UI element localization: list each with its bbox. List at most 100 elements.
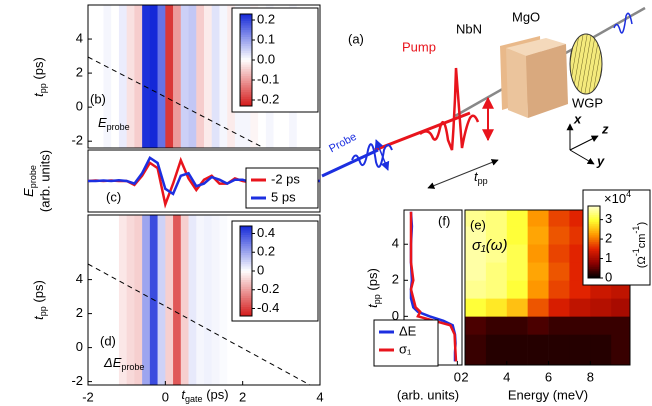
heatmap-cell [506, 226, 528, 245]
panel-label: (d) [100, 333, 116, 348]
annotation: σ₁(ω) [472, 237, 507, 254]
heatmap-stripe [111, 215, 120, 385]
colorbar-label-part: (Ω [636, 256, 648, 268]
colorbar-swatch [240, 30, 252, 33]
z-axis-arrow [569, 135, 599, 151]
x-tick-label: 4 [503, 369, 510, 384]
y-axis-label-part: t [365, 303, 380, 308]
colorbar-swatch [240, 64, 252, 68]
heatmap-cell [548, 280, 570, 299]
annotation-part: probe [107, 122, 130, 132]
colorbar-swatch [240, 273, 252, 276]
colorbar-swatch [240, 20, 252, 24]
colorbar-swatch [240, 50, 252, 54]
colorbar-swatch [240, 43, 252, 47]
heatmap-cell [506, 334, 528, 366]
colorbar-swatch [240, 78, 252, 82]
mgo-label: MgO [512, 9, 540, 24]
heatmap-cell [611, 316, 631, 335]
colorbar-swatch [240, 286, 252, 290]
heatmap-cell [465, 334, 487, 366]
colorbar-swatch [240, 32, 252, 36]
delay-guide [87, 56, 265, 149]
colorbar-tick-label: 0.2 [257, 11, 275, 26]
y-axis-label-part: t [31, 315, 46, 320]
heatmap-stripe [142, 5, 151, 148]
panel-label: (a) [348, 31, 364, 46]
colorbar-swatch [240, 257, 252, 261]
annotation: Eprobe [98, 115, 130, 132]
colorbar-swatch [240, 66, 252, 70]
panel-label: (f) [438, 213, 450, 228]
heatmap-stripe [204, 215, 213, 385]
colorbar-tick-label: 0 [257, 262, 264, 277]
colorbar-swatch [588, 247, 600, 250]
heatmap-cell [611, 298, 631, 317]
colorbar-swatch [240, 55, 252, 59]
colorbar-tick-label: 0.1 [257, 31, 275, 46]
heatmap-stripe [118, 215, 127, 385]
heatmap-cell [527, 298, 549, 317]
heatmap-cell [506, 262, 528, 281]
x-tick-label: 2 [239, 389, 246, 404]
heatmap-stripe [227, 215, 236, 385]
colorbar-swatch [240, 23, 252, 26]
heatmap-stripe [134, 5, 143, 148]
colorbar-swatch [240, 282, 252, 285]
heatmap-stripe [211, 215, 220, 385]
panel-label: (e) [470, 217, 486, 232]
heatmap-cell [485, 210, 508, 227]
annotation-part: E [98, 115, 107, 130]
colorbar-swatch [240, 94, 252, 98]
colorbar-swatch [240, 99, 252, 102]
colorbar-swatch [240, 264, 252, 267]
heatmap-cell [527, 280, 549, 299]
colorbar-swatch [240, 248, 252, 252]
colorbar-swatch [240, 101, 252, 105]
heatmap-cell [527, 334, 549, 366]
heatmap-cell [506, 280, 528, 299]
colorbar-swatch [240, 295, 252, 299]
colorbar-outline [587, 205, 601, 279]
colorbar-swatch [588, 261, 600, 265]
colorbar-swatch [240, 57, 252, 61]
plot-frame [87, 4, 321, 149]
y-tick-label: -2 [71, 133, 83, 148]
heatmap-cell [590, 298, 612, 317]
y-tick-label: 2 [76, 305, 83, 320]
x-axis-label: (arb. units) [397, 387, 459, 402]
colorbar-swatch [588, 269, 600, 272]
heatmap-stripe [157, 5, 166, 148]
pump-label: Pump [402, 39, 436, 54]
colorbar-swatch [240, 302, 252, 306]
legend-label: σ₁ [399, 341, 412, 356]
z-axis-label: z [601, 121, 609, 136]
wgp-label: WGP [572, 95, 603, 110]
annotation-part: probe [121, 362, 144, 372]
plot-frame [464, 209, 631, 366]
heatmap-stripe [180, 215, 189, 385]
y-axis-label-part: pp [372, 294, 382, 304]
heatmap-stripe [88, 5, 97, 148]
heatmap-stripe [88, 215, 97, 385]
y-tick-label: 4 [76, 30, 83, 45]
colorbar-swatch [240, 313, 252, 317]
heatmap-cell [527, 244, 549, 263]
colorbar-swatch [240, 253, 252, 256]
colorbar-swatch [240, 291, 252, 294]
heatmap-cell [548, 226, 570, 245]
colorbar-swatch [240, 228, 252, 231]
y-axis-label-part: pp [38, 83, 48, 93]
probe-label: Probe [327, 131, 359, 155]
colorbar-swatch [588, 272, 600, 275]
heatmap-cell [506, 298, 528, 317]
colorbar-swatch [240, 18, 252, 22]
heatmap-stripe [126, 5, 135, 148]
annotation: ΔEprobe [103, 355, 144, 372]
colorbar-tick-label: -0.4 [257, 300, 279, 315]
colorbar-swatch [588, 256, 600, 259]
colorbar-swatch [588, 243, 600, 247]
wire-grid-polarizer [569, 33, 603, 95]
colorbar-swatch [240, 246, 252, 249]
